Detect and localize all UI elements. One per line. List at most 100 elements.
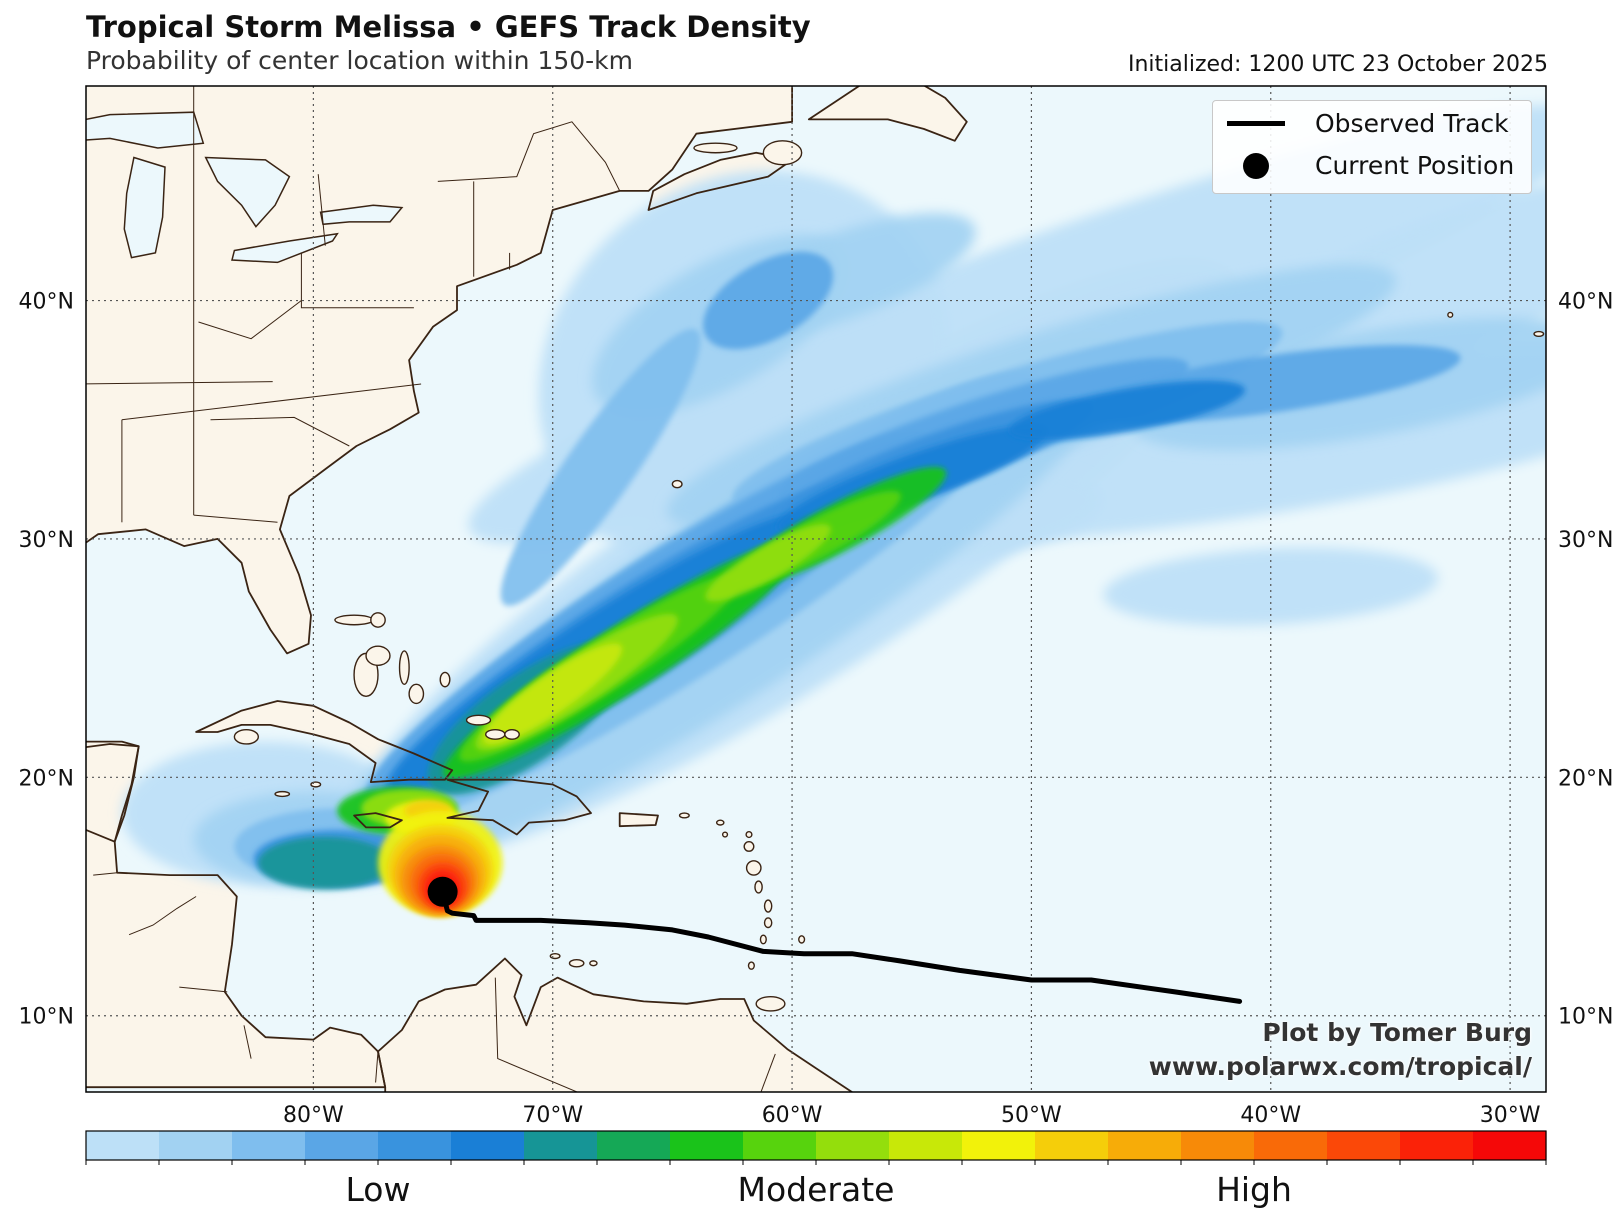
axis-ticks: 80°W 70°W 60°W 50°W 40°W 30°W 10°N 10°N 20°N 20°N… bbox=[19, 290, 1614, 1128]
border-8 bbox=[317, 174, 326, 246]
density-blob-20 bbox=[703, 251, 834, 350]
island-5 bbox=[465, 714, 492, 726]
current-position-marker bbox=[427, 876, 458, 907]
island-27 bbox=[274, 790, 291, 798]
lon-label-2: 60°W bbox=[762, 1103, 823, 1128]
colorbar-bin-18 bbox=[1400, 1131, 1474, 1160]
density-blob-37 bbox=[705, 524, 831, 602]
lat-label-left-1: 20°N bbox=[19, 766, 74, 791]
colorbar-bin-2 bbox=[232, 1131, 306, 1160]
island-9 bbox=[370, 612, 386, 628]
lat-label-right-3: 40°N bbox=[1558, 290, 1613, 315]
colorbar-bin-11 bbox=[889, 1131, 963, 1160]
observed-track-layer bbox=[427, 876, 1243, 1004]
colorbar-bin-9 bbox=[743, 1131, 817, 1160]
lake-huron bbox=[204, 156, 291, 228]
colorbar-bin-6 bbox=[524, 1131, 598, 1160]
density-blob-29 bbox=[258, 836, 393, 890]
border-4 bbox=[193, 514, 278, 523]
density-blob-27 bbox=[1009, 380, 1246, 440]
colorbar-bin-17 bbox=[1327, 1131, 1401, 1160]
border-18 bbox=[760, 1053, 776, 1092]
lat-label-left-2: 30°N bbox=[19, 528, 74, 553]
island-33 bbox=[1533, 330, 1545, 338]
coast-jamaica bbox=[353, 812, 403, 829]
lon-label-5: 30°W bbox=[1480, 1103, 1541, 1128]
border-12 bbox=[93, 872, 118, 876]
island-31 bbox=[693, 142, 738, 154]
lat-label-left-0: 10°N bbox=[19, 1005, 74, 1030]
lat-label-right-1: 20°N bbox=[1558, 766, 1613, 791]
chart-subtitle: Probability of center location within 15… bbox=[86, 46, 634, 75]
island-26 bbox=[745, 830, 753, 839]
observed-track bbox=[440, 889, 1243, 1004]
border-13 bbox=[128, 896, 197, 936]
island-4 bbox=[439, 671, 451, 688]
lat-label-right-0: 10°N bbox=[1558, 1005, 1613, 1030]
colorbar-bin-5 bbox=[451, 1131, 525, 1160]
density-blob-16 bbox=[500, 328, 701, 606]
island-32 bbox=[1447, 311, 1454, 318]
border-15 bbox=[243, 1025, 252, 1059]
coastlines bbox=[86, 86, 1545, 1092]
island-28 bbox=[310, 781, 322, 788]
coast-hispaniola bbox=[446, 778, 592, 836]
colorbar-bin-7 bbox=[597, 1131, 671, 1160]
colorbar-bin-13 bbox=[1035, 1131, 1109, 1160]
island-13 bbox=[754, 880, 763, 894]
lake-michigan bbox=[123, 156, 166, 259]
island-16 bbox=[759, 934, 767, 945]
map-legend: Observed Track Current Position bbox=[1212, 100, 1532, 194]
island-19 bbox=[755, 995, 786, 1012]
colorbar-bin-12 bbox=[962, 1131, 1036, 1160]
island-7 bbox=[504, 728, 520, 740]
chart-title: Tropical Storm Melissa • GEFS Track Dens… bbox=[86, 10, 811, 44]
track-line-swatch bbox=[1227, 121, 1285, 126]
border-17 bbox=[494, 977, 579, 1092]
track-density-field bbox=[121, 105, 1546, 916]
land-newfoundland bbox=[808, 86, 967, 141]
coast-puerto-rico bbox=[618, 812, 659, 828]
island-23 bbox=[678, 812, 690, 819]
island-10 bbox=[671, 479, 683, 489]
colorbar-label-1: Moderate bbox=[737, 1170, 895, 1209]
island-18 bbox=[747, 961, 755, 970]
island-1 bbox=[365, 645, 391, 666]
colorbar bbox=[85, 1130, 1547, 1165]
border-2 bbox=[121, 383, 422, 421]
credit-author: Plot by Tomer Burg bbox=[1262, 1018, 1532, 1047]
island-20 bbox=[549, 953, 561, 960]
colorbar-bin-3 bbox=[305, 1131, 379, 1160]
border-6 bbox=[86, 381, 273, 385]
island-11 bbox=[743, 840, 755, 852]
land-north-america bbox=[86, 86, 793, 654]
island-8 bbox=[334, 614, 374, 626]
island-24 bbox=[715, 819, 725, 826]
colorbar-bin-14 bbox=[1108, 1131, 1182, 1160]
border-1 bbox=[300, 252, 414, 309]
lon-label-4: 40°W bbox=[1240, 1103, 1301, 1128]
density-blob-7 bbox=[1103, 547, 1439, 626]
legend-current-position: Current Position bbox=[1227, 151, 1514, 180]
colorbar-bin-4 bbox=[378, 1131, 452, 1160]
island-21 bbox=[568, 958, 585, 968]
map-frame bbox=[85, 85, 1547, 1093]
island-3 bbox=[408, 683, 425, 705]
lake-superior bbox=[86, 111, 205, 149]
legend-current-label: Current Position bbox=[1315, 151, 1515, 180]
coast-cuba bbox=[195, 700, 454, 783]
island-6 bbox=[485, 728, 506, 740]
colorbar-bin-19 bbox=[1473, 1131, 1547, 1160]
island-22 bbox=[589, 960, 598, 967]
legend-observed-track: Observed Track bbox=[1227, 109, 1509, 138]
colorbar-bin-0 bbox=[86, 1131, 160, 1160]
lake-erie bbox=[231, 232, 339, 264]
colorbar-bin-8 bbox=[670, 1131, 744, 1160]
coast-nova-scotia bbox=[647, 151, 793, 211]
island-15 bbox=[763, 917, 773, 929]
lon-label-1: 70°W bbox=[522, 1103, 583, 1128]
island-25 bbox=[721, 831, 729, 838]
credit-url: www.polarwx.com/tropical/ bbox=[1148, 1052, 1532, 1081]
border-7 bbox=[198, 300, 302, 340]
island-14 bbox=[763, 899, 773, 913]
